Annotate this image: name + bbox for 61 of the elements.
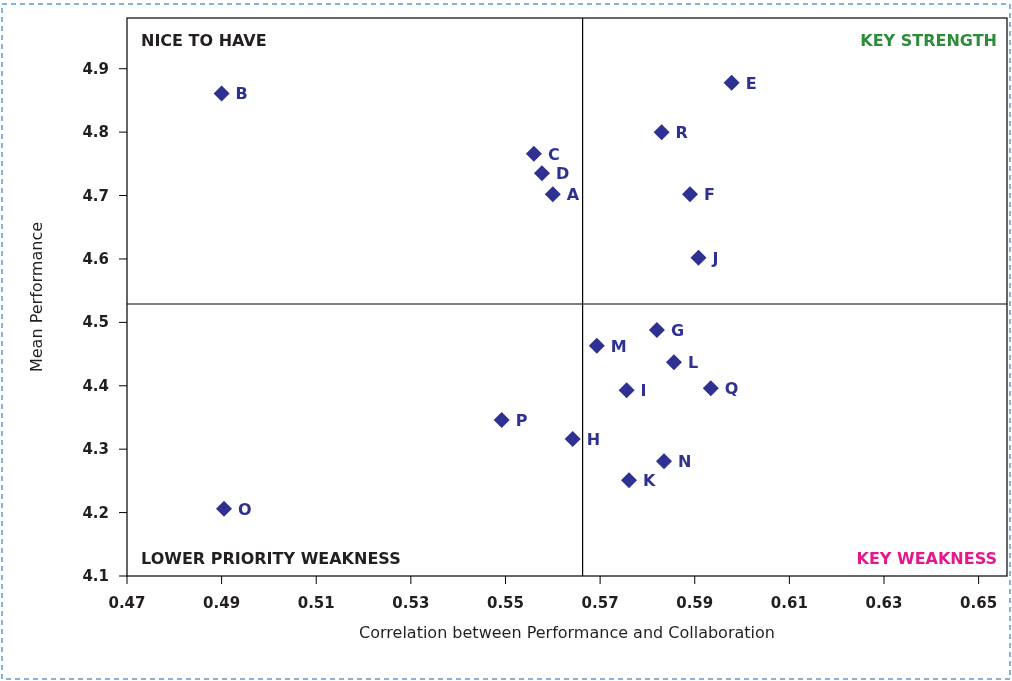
- y-tick-label: 4.6: [82, 249, 109, 268]
- point: [618, 382, 635, 399]
- x-tick-label: 0.59: [676, 594, 714, 612]
- annotation: Q: [724, 379, 739, 399]
- annotation: F: [704, 185, 715, 205]
- annotation: K: [642, 471, 656, 491]
- y-axis-title: Mean Performance: [27, 221, 46, 373]
- point: [588, 337, 605, 354]
- x-tick-label: 0.47: [108, 594, 146, 612]
- x-tick-label: 0.65: [960, 594, 998, 612]
- point: [213, 85, 230, 102]
- x-tick-label: 0.57: [581, 594, 619, 612]
- x-tick-label: 0.49: [203, 594, 241, 612]
- annotation: A: [566, 185, 580, 205]
- annotation: KEY WEAKNESS: [856, 549, 997, 568]
- annotation: O: [237, 499, 252, 519]
- y-tick-label: 4.5: [82, 313, 109, 332]
- annotation: J: [711, 248, 719, 268]
- y-tick-label: 4.1: [82, 567, 109, 585]
- y-tick-label: 4.8: [82, 123, 109, 142]
- y-tick-label: 4.3: [82, 440, 109, 459]
- annotation: I: [640, 381, 647, 401]
- point: [533, 165, 550, 182]
- y-tick-label: 4.9: [82, 59, 109, 78]
- annotation: H: [586, 430, 601, 450]
- y-tick-label: 4.7: [82, 186, 109, 205]
- annotation: R: [675, 123, 688, 143]
- annotation: E: [745, 73, 757, 93]
- annotation: LOWER PRIORITY WEAKNESS: [141, 549, 401, 568]
- point: [690, 249, 707, 266]
- point: [525, 145, 542, 162]
- point: [620, 472, 637, 489]
- point: [544, 186, 561, 203]
- point: [655, 453, 672, 470]
- annotation: G: [670, 320, 685, 340]
- x-axis-title: Correlation between Performance and Collaboration: [359, 623, 775, 642]
- point: [648, 321, 665, 338]
- x-tick-label: 0.51: [297, 594, 335, 612]
- point: [215, 500, 232, 517]
- annotation: P: [515, 411, 528, 431]
- annotation: B: [235, 84, 248, 104]
- point: [493, 412, 510, 429]
- annotation: D: [555, 164, 570, 184]
- annotation: KEY STRENGTH: [860, 31, 997, 50]
- x-tick-label: 0.63: [865, 594, 903, 612]
- point: [564, 431, 581, 448]
- point: [682, 186, 699, 203]
- x-tick-label: 0.53: [392, 594, 430, 612]
- x-tick-label: 0.55: [486, 594, 524, 612]
- point: [723, 74, 740, 91]
- annotation: L: [687, 353, 699, 373]
- point: [653, 124, 670, 141]
- point: [702, 380, 719, 397]
- annotation: C: [547, 144, 560, 164]
- annotation: NICE TO HAVE: [141, 31, 267, 50]
- y-tick-label: 4.4: [82, 376, 109, 395]
- y-tick-label: 4.2: [82, 503, 109, 522]
- annotation: M: [610, 336, 627, 356]
- point: [665, 354, 682, 371]
- annotation: N: [677, 452, 692, 472]
- x-tick-label: 0.61: [770, 594, 808, 612]
